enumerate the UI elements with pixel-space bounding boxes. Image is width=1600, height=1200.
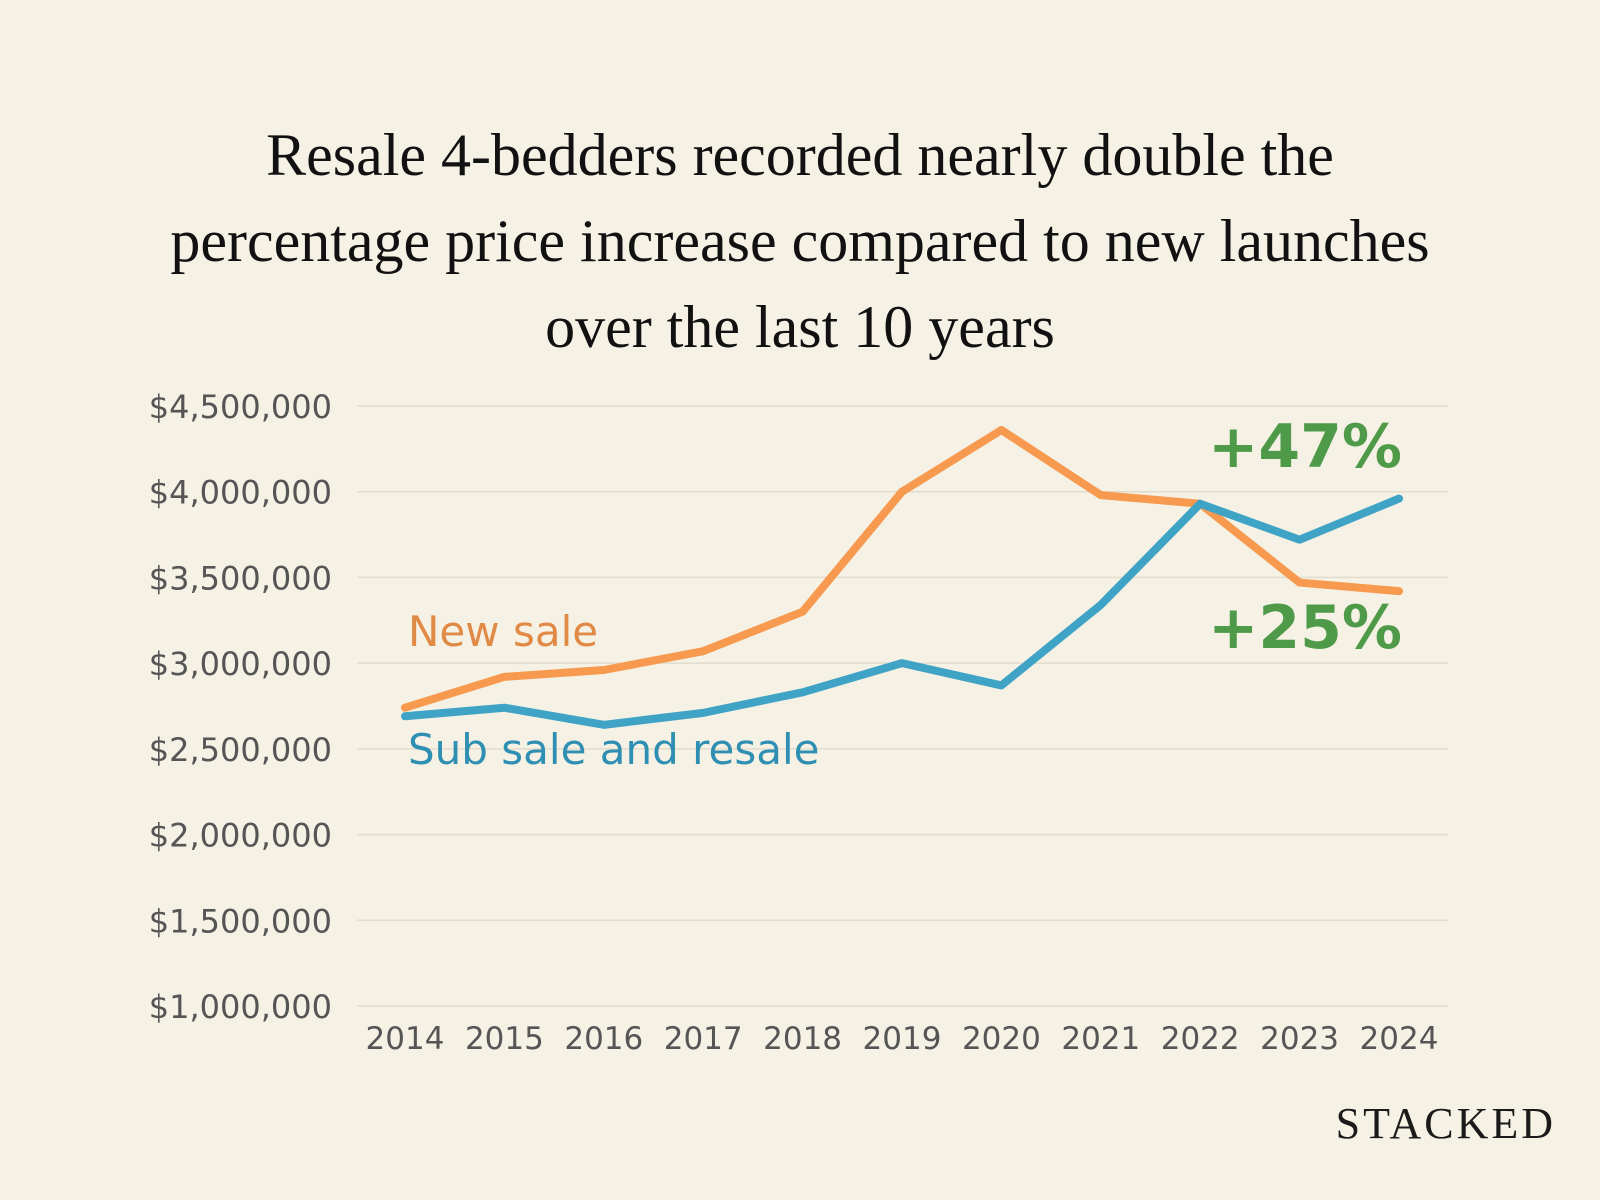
y-tick-label: $3,500,000 — [149, 559, 332, 597]
x-tick-label: 2016 — [564, 1021, 643, 1057]
stacked-logo: STACKED — [1335, 1099, 1556, 1148]
y-tick-label: $4,500,000 — [149, 388, 332, 426]
y-tick-label: $2,000,000 — [149, 817, 332, 855]
data-point — [1000, 429, 1002, 431]
y-axis-ticks: $1,000,000 $1,500,000 $2,000,000 $2,500,000… — [149, 388, 332, 1026]
chart-title: Resale 4-bedders recorded nearly double … — [170, 122, 1430, 360]
series-label: New sale — [408, 607, 598, 656]
data-point — [1100, 604, 1102, 606]
annotations: +47% +25% — [1208, 412, 1402, 663]
data-point — [404, 715, 406, 717]
y-tick-label: $1,500,000 — [149, 902, 332, 940]
data-point — [603, 669, 605, 671]
data-point — [901, 491, 903, 493]
x-tick-label: 2014 — [366, 1021, 445, 1057]
series-label: Sub sale and resale — [408, 725, 819, 774]
data-point — [404, 707, 406, 709]
data-point — [503, 676, 505, 678]
data-point — [1000, 684, 1002, 686]
percent-annotation: +47% — [1208, 412, 1402, 482]
data-point — [702, 712, 704, 714]
percent-annotation: +25% — [1208, 593, 1402, 663]
data-point — [901, 662, 903, 664]
data-point — [702, 650, 704, 652]
data-point — [1299, 539, 1301, 541]
y-tick-label: $1,000,000 — [149, 988, 332, 1026]
x-tick-label: 2015 — [465, 1021, 544, 1057]
series-labels: New sale Sub sale and resale — [408, 607, 819, 774]
x-axis-ticks: 2014 2015 2016 2017 2018 2019 2020 2021 2022 2023… — [366, 1021, 1439, 1057]
y-tick-label: $3,000,000 — [149, 645, 332, 683]
x-tick-label: 2022 — [1161, 1021, 1240, 1057]
x-tick-label: 2018 — [763, 1021, 842, 1057]
x-tick-label: 2019 — [863, 1021, 942, 1057]
data-point — [503, 707, 505, 709]
y-tick-label: $2,500,000 — [149, 731, 332, 769]
y-tick-label: $4,000,000 — [149, 474, 332, 512]
data-point — [1398, 590, 1400, 592]
x-tick-label: 2023 — [1260, 1021, 1339, 1057]
x-tick-label: 2017 — [664, 1021, 743, 1057]
series-lines — [401, 426, 1403, 729]
x-tick-label: 2020 — [962, 1021, 1041, 1057]
x-tick-label: 2021 — [1061, 1021, 1140, 1057]
x-tick-label: 2024 — [1360, 1021, 1439, 1057]
data-point — [802, 691, 804, 693]
data-point — [1100, 494, 1102, 496]
data-point — [1199, 503, 1201, 505]
data-point — [1398, 498, 1400, 500]
data-point — [603, 724, 605, 726]
data-point — [802, 611, 804, 613]
data-point — [1299, 582, 1301, 584]
